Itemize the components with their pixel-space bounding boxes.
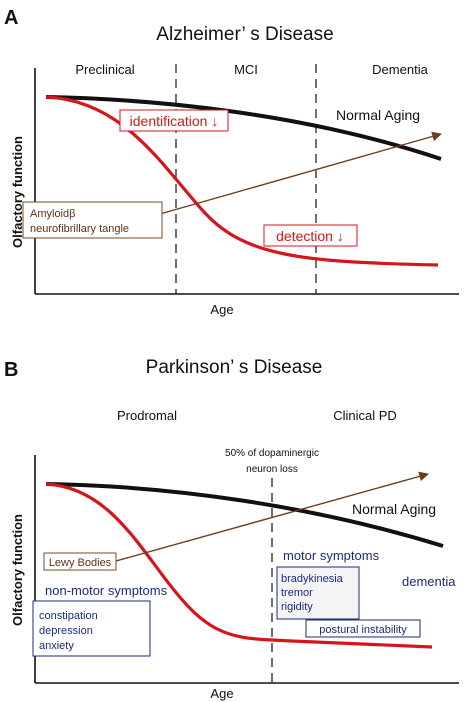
non-motor-item-anxiety: anxiety <box>39 640 74 652</box>
x-axis-label: Age <box>210 302 233 317</box>
identification-label: identification ↓ <box>130 113 219 129</box>
motor-item-bradykinesia: bradykinesia <box>281 573 344 585</box>
detection-box <box>263 224 358 247</box>
lewy-bodies-label: Lewy Bodies <box>49 557 112 569</box>
parkinson-olfaction-curve <box>45 482 433 649</box>
panel-b-title: Parkinson’ s Disease <box>146 357 323 378</box>
panel-a-letter: A <box>4 7 18 29</box>
y-axis-label: Olfactory function <box>10 514 25 626</box>
panel-b: B Parkinson’ s Disease Prodromal Clinica… <box>4 357 459 701</box>
motor-symptoms-label: motor symptoms <box>283 548 380 563</box>
postural-instability-label: postural instability <box>319 624 407 636</box>
non-motor-symptoms-box <box>32 600 151 657</box>
motor-item-rigidity: rigidity <box>281 601 313 613</box>
panel-a: A Alzheimer’ s Disease Preclinical MCI D… <box>4 7 459 317</box>
panel-a-title: Alzheimer’ s Disease <box>156 24 333 45</box>
stage-label-dementia: Dementia <box>372 62 428 77</box>
detection-label: detection ↓ <box>276 228 344 244</box>
dementia-label: dementia <box>402 574 456 589</box>
motor-symptoms-box <box>276 566 360 620</box>
non-motor-symptoms-label: non-motor symptoms <box>45 583 168 598</box>
y-axis-label: Olfactory function <box>10 136 25 248</box>
pathology-label-amyloid: Amyloidβ <box>30 208 75 220</box>
stage-label-clinical-pd: Clinical PD <box>333 408 397 423</box>
stage-label-mci: MCI <box>234 62 258 77</box>
normal-aging-curve <box>45 95 442 161</box>
threshold-label-line2: neuron loss <box>246 464 298 475</box>
non-motor-item-depression: depression <box>39 625 93 637</box>
lewy-body-progression-arrow <box>115 471 429 562</box>
stage-label-prodromal: Prodromal <box>117 408 177 423</box>
pathology-progression-arrow <box>159 131 442 215</box>
normal-aging-label: Normal Aging <box>336 107 420 123</box>
normal-aging-label: Normal Aging <box>352 501 436 517</box>
x-axis-label: Age <box>210 686 233 701</box>
non-motor-item-constipation: constipation <box>39 610 98 622</box>
postural-instability-box <box>305 619 421 638</box>
stage-label-preclinical: Preclinical <box>75 62 134 77</box>
pathology-label-tangle: neurofibrillary tangle <box>30 223 129 235</box>
pathology-box <box>22 201 163 239</box>
panel-b-letter: B <box>4 359 18 381</box>
threshold-label-line1: 50% of dopaminergic <box>225 448 319 459</box>
motor-item-tremor: tremor <box>281 587 313 599</box>
normal-aging-curve <box>45 482 444 548</box>
alzheimer-olfaction-curve <box>45 95 439 267</box>
identification-box <box>119 109 229 132</box>
lewy-bodies-box <box>43 552 117 571</box>
